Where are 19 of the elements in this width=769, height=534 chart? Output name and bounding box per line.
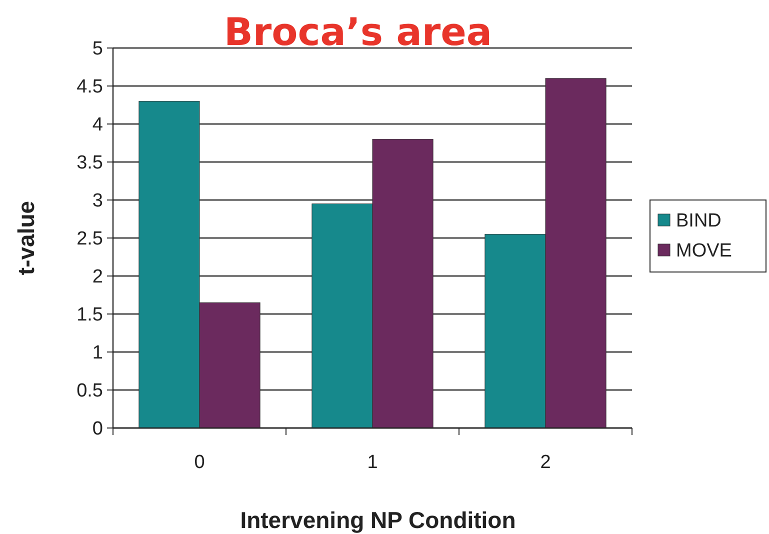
y-tick-label: 4: [92, 114, 104, 136]
y-tick-label: 3.5: [76, 152, 103, 174]
y-tick-label: 0.5: [76, 380, 103, 402]
legend-label: BIND: [676, 210, 722, 232]
y-tick-label: 5: [92, 38, 103, 60]
y-tick-label: 2: [92, 266, 103, 288]
y-tick-label: 2.5: [76, 228, 103, 250]
x-tick-label: 2: [540, 452, 551, 473]
y-tick-label: 1: [92, 342, 103, 364]
chart-title: Broca’s area: [224, 10, 492, 54]
y-axis-title: t-value: [13, 200, 39, 276]
legend-label: MOVE: [676, 240, 732, 262]
x-tick-label: 0: [194, 452, 205, 473]
y-tick-label: 1.5: [76, 304, 103, 326]
y-tick-label: 4.5: [76, 76, 103, 98]
y-tick-label: 3: [92, 190, 103, 212]
x-axis-title: Intervening NP Condition: [240, 507, 516, 533]
y-tick-label: 0: [92, 418, 103, 440]
x-tick-label: 1: [367, 452, 378, 473]
